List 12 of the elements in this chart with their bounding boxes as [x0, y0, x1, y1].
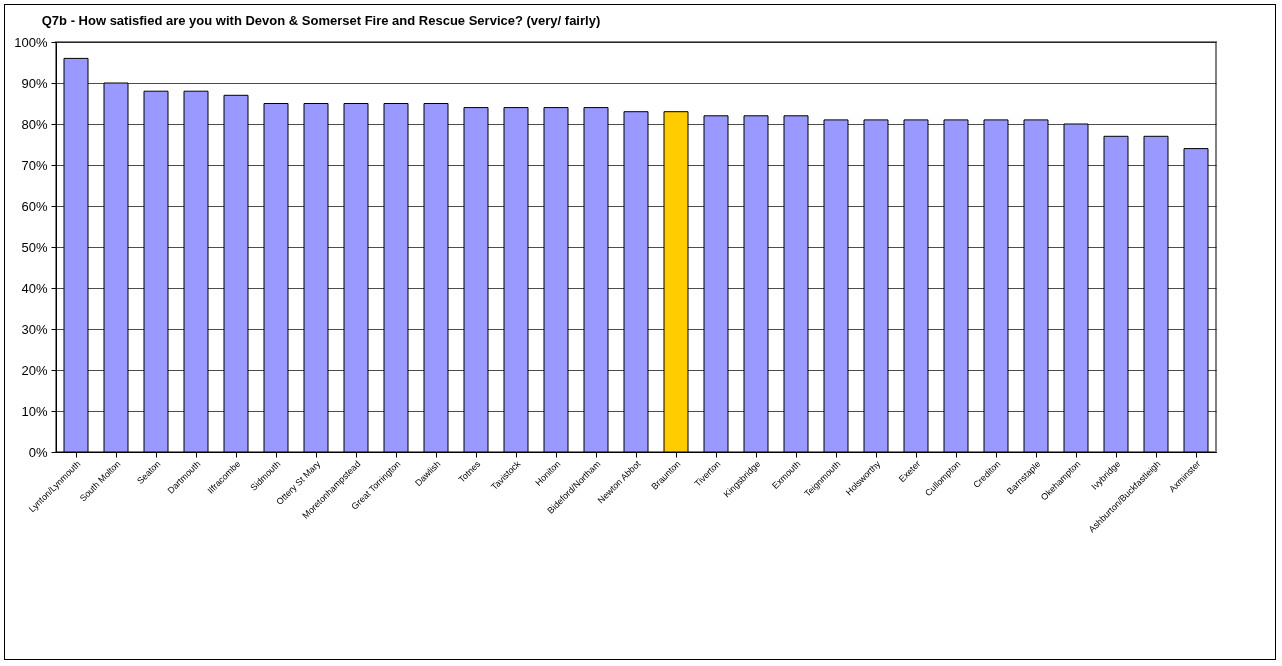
y-tick-label: 80% [21, 116, 48, 132]
y-tick-label: 30% [21, 321, 48, 337]
chart-title: Q7b - How satisfied are you with Devon & Somerset Fire and Rescue Service? (very/ fairly) [41, 13, 601, 28]
y-tick-label: 50% [21, 239, 48, 255]
y-tick-label: 100% [14, 34, 48, 50]
y-tick-label: 60% [21, 198, 48, 214]
y-tick-label: 90% [21, 75, 48, 91]
y-tick-label: 0% [28, 444, 48, 460]
y-tick-label: 70% [21, 157, 48, 173]
y-tick-label: 10% [21, 403, 48, 419]
y-tick-label: 20% [21, 362, 48, 378]
y-tick-label: 40% [21, 280, 48, 296]
